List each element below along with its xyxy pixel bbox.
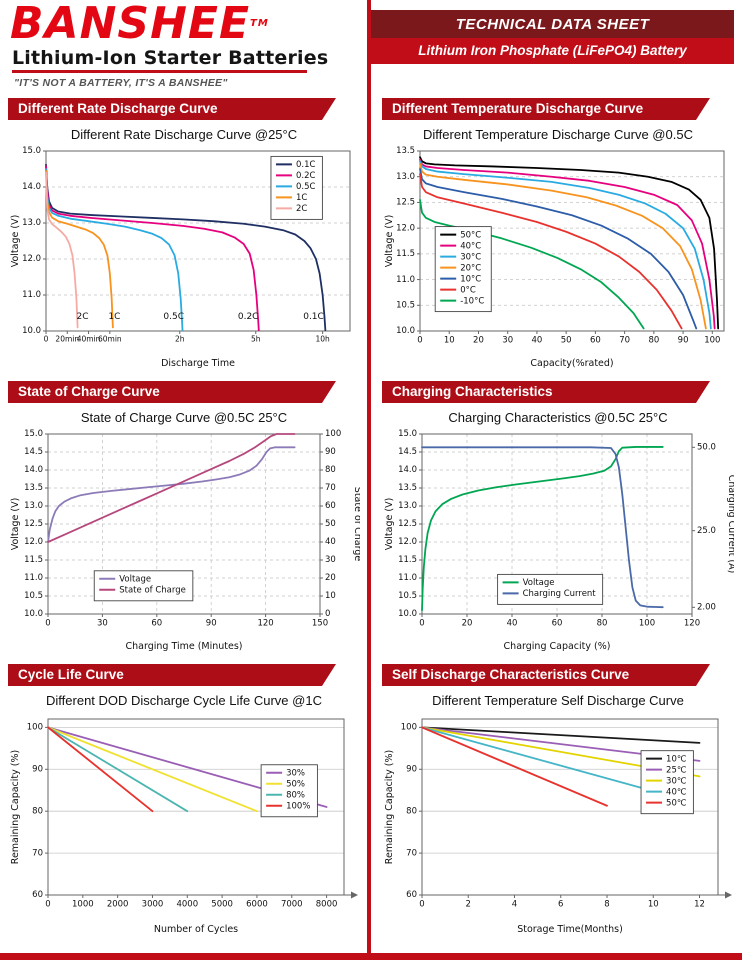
charts-grid: Different Rate Discharge Curve Different… [8, 98, 734, 937]
self-discharge-chart [382, 711, 734, 937]
panel-charging-characteristics-title: Charging Characteristics [382, 381, 710, 403]
trademark-symbol: TM [250, 18, 269, 29]
datasheet-banner: TECHNICAL DATA SHEET Lithium Iron Phosph… [371, 10, 734, 64]
panel-state-of-charge: State of Charge Curve State of Charge Cu… [8, 381, 360, 654]
panel-cycle-life-subtitle: Different DOD Discharge Cycle Life Curve… [46, 693, 322, 708]
header: BANSHEETM Lithium-Ion Starter Batteries … [0, 0, 742, 96]
panel-charging-characteristics-subtitle: Charging Characteristics @0.5C 25°C [448, 410, 668, 425]
panel-rate-discharge-subtitle: Different Rate Discharge Curve @25°C [70, 127, 298, 142]
state-of-charge-chart [8, 428, 360, 654]
panel-temperature-discharge: Different Temperature Discharge Curve Di… [382, 98, 734, 371]
panel-temperature-discharge-subtitle: Different Temperature Discharge Curve @0… [423, 127, 693, 142]
cycle-life-chart [8, 711, 360, 937]
datasheet-title: TECHNICAL DATA SHEET [371, 10, 734, 38]
panel-cycle-life-title: Cycle Life Curve [8, 664, 336, 686]
temperature-discharge-chart [382, 145, 734, 371]
charging-characteristics-chart [382, 428, 734, 654]
panel-charging-characteristics: Charging Characteristics Charging Charac… [382, 381, 734, 654]
panel-temperature-discharge-title: Different Temperature Discharge Curve [382, 98, 710, 120]
brand-underline [12, 70, 307, 73]
panel-state-of-charge-subtitle: State of Charge Curve @0.5C 25°C [80, 410, 288, 425]
panel-rate-discharge: Different Rate Discharge Curve Different… [8, 98, 360, 371]
panel-self-discharge-title: Self Discharge Characteristics Curve [382, 664, 710, 686]
brand-subtitle: Lithium-Ion Starter Batteries [12, 47, 329, 69]
center-divider [367, 0, 371, 960]
panel-self-discharge: Self Discharge Characteristics Curve Dif… [382, 664, 734, 937]
rate-discharge-chart [8, 145, 360, 371]
panel-state-of-charge-title: State of Charge Curve [8, 381, 336, 403]
panel-cycle-life: Cycle Life Curve Different DOD Discharge… [8, 664, 360, 937]
footer-bar [0, 953, 742, 960]
panel-self-discharge-subtitle: Different Temperature Self Discharge Cur… [432, 693, 684, 708]
brand-logo: BANSHEETM [10, 0, 269, 48]
brand-tagline: "IT'S NOT A BATTERY, IT'S A BANSHEE" [14, 77, 228, 89]
panel-rate-discharge-title: Different Rate Discharge Curve [8, 98, 336, 120]
brand-logo-text: BANSHEE [10, 0, 251, 49]
datasheet-subtitle: Lithium Iron Phosphate (LiFePO4) Battery [371, 38, 734, 64]
